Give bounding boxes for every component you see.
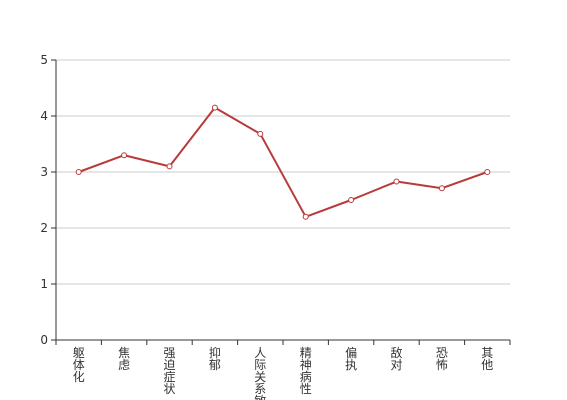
series-group bbox=[75, 104, 491, 220]
data-point[interactable] bbox=[393, 178, 400, 185]
data-point[interactable] bbox=[484, 169, 491, 175]
y-tick-label: 0 bbox=[40, 333, 48, 347]
x-category-label: 偏执 bbox=[345, 345, 357, 372]
y-tick-label: 2 bbox=[40, 221, 48, 235]
x-category-label: 恐怖 bbox=[436, 346, 448, 372]
data-point[interactable] bbox=[121, 152, 128, 159]
y-tick-label: 1 bbox=[40, 277, 48, 291]
data-point[interactable] bbox=[302, 213, 309, 220]
series-line bbox=[78, 106, 488, 218]
x-category-label: 敌对 bbox=[390, 345, 402, 372]
data-point[interactable] bbox=[75, 169, 82, 175]
x-category-label: 其他 bbox=[481, 346, 493, 372]
x-axis: 躯体化 焦虑 强迫症状 抑郁 人际关系敏感 精神病性 偏执 敌对 恐怖 其他 bbox=[55, 339, 511, 400]
x-category-label: 躯体化 bbox=[73, 345, 85, 384]
data-point[interactable] bbox=[438, 185, 445, 192]
y-tick-label: 5 bbox=[40, 53, 48, 67]
y-tick-label: 3 bbox=[40, 165, 48, 179]
x-category-label: 强迫症状 bbox=[163, 346, 175, 396]
x-category-label: 抑郁 bbox=[209, 345, 221, 372]
data-point[interactable] bbox=[348, 197, 355, 203]
data-point[interactable] bbox=[257, 130, 264, 137]
x-category-label: 焦虑 bbox=[118, 346, 130, 372]
data-point[interactable] bbox=[166, 163, 173, 170]
x-category-label: 精神病性 bbox=[300, 346, 312, 396]
x-category-label: 人际关系敏感 bbox=[254, 346, 266, 400]
y-axis: 0 1 2 3 4 5 bbox=[40, 53, 57, 347]
y-tick-label: 4 bbox=[40, 109, 48, 123]
grid-lines bbox=[56, 59, 510, 285]
data-point[interactable] bbox=[211, 104, 218, 111]
